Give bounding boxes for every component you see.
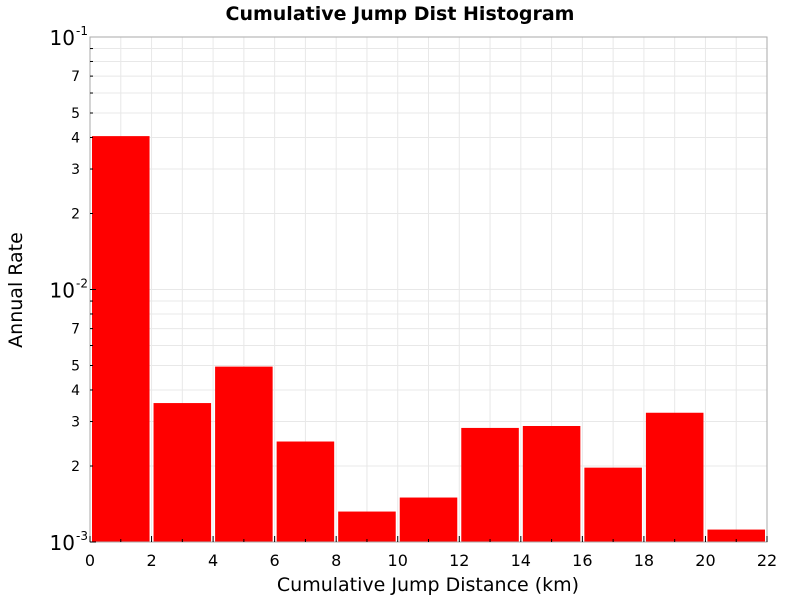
y-decade-label-2: 10: [50, 531, 75, 555]
y-decade-exponent-1: -2: [76, 277, 88, 291]
bar-3: [276, 441, 335, 542]
bar-6: [461, 427, 519, 542]
x-tick-label-2: 4: [208, 551, 218, 570]
chart-title: Cumulative Jump Dist Histogram: [226, 3, 575, 25]
y-decade-exponent-0: -1: [76, 24, 88, 38]
y-tick-label-1: 5: [71, 106, 80, 122]
y-decade-label-0: 10: [50, 26, 75, 50]
bar-1: [153, 403, 212, 542]
x-tick-label-1: 2: [146, 551, 156, 570]
y-tick-label-2: 4: [71, 130, 80, 146]
y-tick-label-6: 5: [71, 359, 80, 375]
x-tick-label-4: 8: [331, 551, 341, 570]
y-tick-label-3: 3: [71, 162, 80, 178]
bar-2: [215, 366, 273, 542]
y-tick-label-4: 2: [71, 206, 80, 222]
x-axis-label: Cumulative Jump Distance (km): [277, 574, 579, 596]
x-tick-label-11: 22: [757, 551, 777, 570]
x-tick-label-9: 18: [634, 551, 654, 570]
x-tick-label-5: 10: [388, 551, 408, 570]
x-axis-ticks: 0 2 4 6 8 10 12 14 16 18 20 22: [85, 536, 777, 570]
y-tick-label-0: 7: [71, 69, 80, 85]
x-tick-label-10: 20: [695, 551, 715, 570]
y-decade-label-1: 10: [50, 279, 75, 303]
y-tick-label-9: 2: [71, 459, 80, 475]
bar-4: [338, 511, 396, 542]
bar-10: [707, 529, 765, 542]
bar-9: [645, 412, 704, 542]
y-tick-label-7: 4: [71, 383, 80, 399]
bar-0: [92, 136, 150, 542]
bars: [92, 136, 765, 542]
y-decade-exponent-2: -3: [76, 529, 88, 543]
bar-7: [522, 426, 581, 542]
x-tick-label-6: 12: [449, 551, 469, 570]
bar-8: [584, 467, 642, 542]
bar-5: [399, 497, 458, 542]
x-tick-label-7: 14: [511, 551, 531, 570]
y-axis-label: Annual Rate: [5, 232, 27, 348]
y-tick-label-5: 7: [71, 322, 80, 338]
y-tick-label-8: 3: [71, 415, 80, 431]
x-tick-label-3: 6: [270, 551, 280, 570]
x-tick-label-8: 16: [572, 551, 592, 570]
x-tick-label-0: 0: [85, 551, 95, 570]
